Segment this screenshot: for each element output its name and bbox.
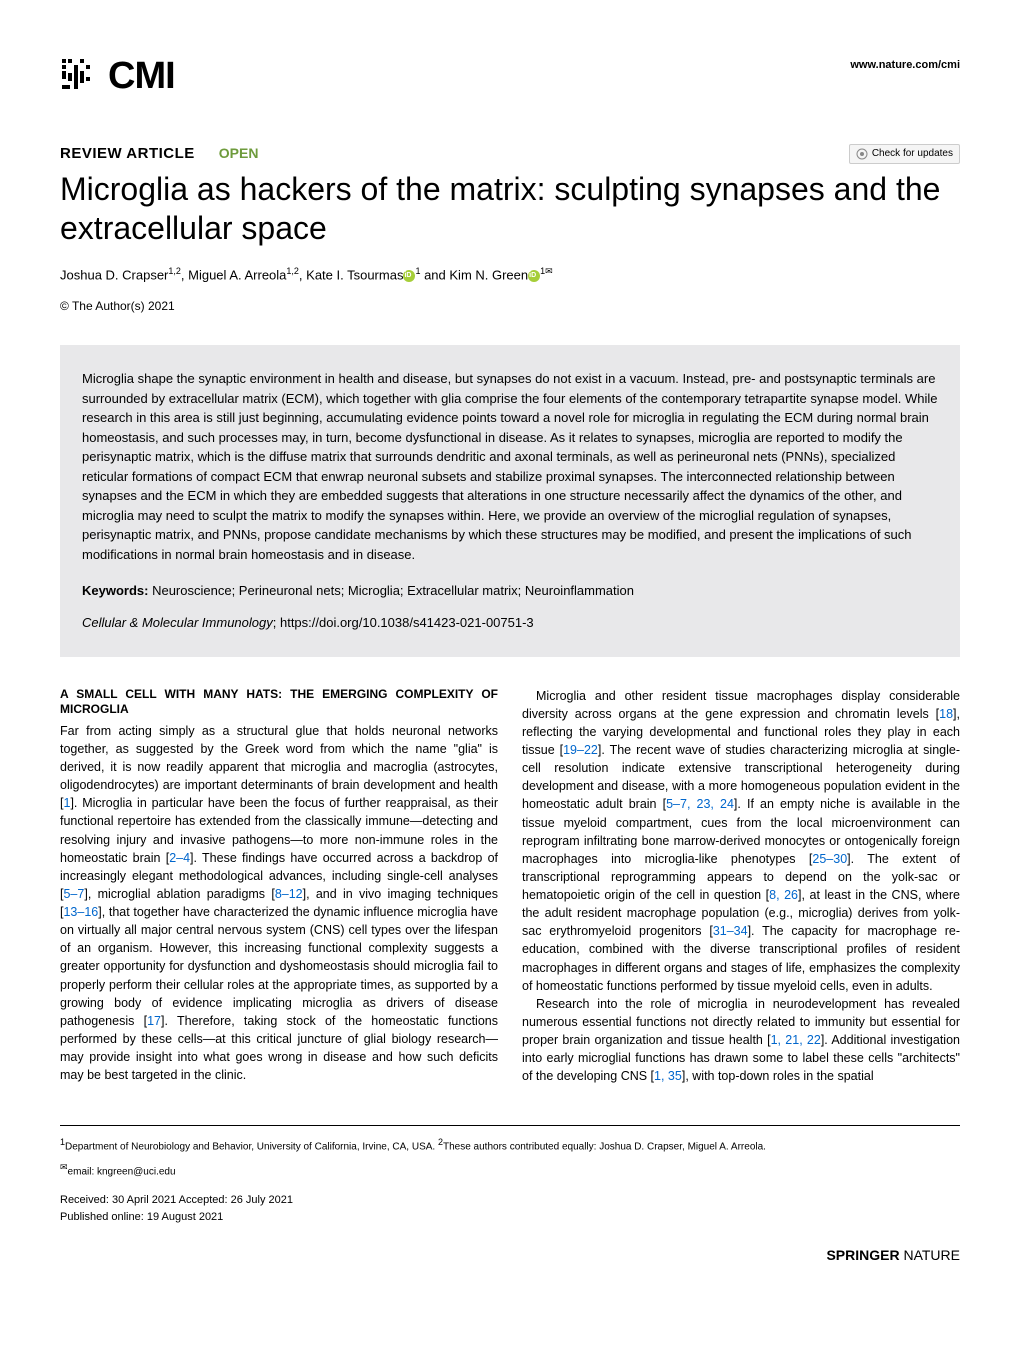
received-accepted-dates: Received: 30 April 2021 Accepted: 26 Jul… — [60, 1193, 960, 1208]
author-2: , Miguel A. Arreola — [181, 267, 287, 282]
publisher-nature: NATURE — [900, 1247, 960, 1263]
body-columns: A SMALL CELL WITH MANY HATS: THE EMERGIN… — [60, 687, 960, 1086]
orcid-icon[interactable] — [528, 270, 540, 282]
keywords-values: Neuroscience; Perineuronal nets; Microgl… — [148, 583, 634, 598]
email-line: ✉email: kngreen@uci.edu — [60, 1161, 960, 1179]
affiliations: 1Department of Neurobiology and Behavior… — [60, 1136, 960, 1154]
copyright: © The Author(s) 2021 — [60, 298, 960, 315]
logo-text: CMI — [108, 50, 175, 103]
author-2-affil: 1,2 — [286, 266, 299, 276]
authors-list: Joshua D. Crapser1,2, Miguel A. Arreola1… — [60, 265, 960, 285]
article-type-row: REVIEW ARTICLE OPEN Check for updates — [60, 143, 960, 164]
author-1-affil: 1,2 — [168, 266, 181, 276]
corresponding-icon: ✉ — [545, 266, 553, 276]
email-icon: ✉ — [60, 1162, 68, 1172]
publisher-springer: SPRINGER — [826, 1247, 899, 1263]
body-para-1: Far from acting simply as a structural g… — [60, 722, 498, 1085]
column-right: Microglia and other resident tissue macr… — [522, 687, 960, 1086]
citation: Cellular & Molecular Immunology; https:/… — [82, 614, 938, 632]
header-row: CMI www.nature.com/cmi — [60, 50, 960, 103]
email-label: email: — [68, 1166, 97, 1177]
abstract-box: Microglia shape the synaptic environment… — [60, 345, 960, 656]
keywords-label: Keywords: — [82, 583, 148, 598]
body-para-2: Microglia and other resident tissue macr… — [522, 687, 960, 995]
published-online-date: Published online: 19 August 2021 — [60, 1210, 960, 1225]
article-title: Microglia as hackers of the matrix: scul… — [60, 170, 960, 247]
body-para-3: Research into the role of microglia in n… — [522, 995, 960, 1086]
citation-journal: Cellular & Molecular Immunology — [82, 615, 273, 630]
check-updates-label: Check for updates — [872, 147, 953, 161]
publisher-logo: SPRINGER NATURE — [60, 1246, 960, 1266]
check-updates-button[interactable]: Check for updates — [849, 144, 960, 164]
author-4: and Kim N. Green — [420, 267, 528, 282]
site-url[interactable]: www.nature.com/cmi — [850, 58, 960, 73]
affil-2: These authors contributed equally: Joshu… — [443, 1142, 766, 1153]
section-heading: A SMALL CELL WITH MANY HATS: THE EMERGIN… — [60, 687, 498, 718]
footer-divider — [60, 1125, 960, 1126]
open-access-badge: OPEN — [219, 144, 259, 164]
author-1: Joshua D. Crapser — [60, 267, 168, 282]
author-3: , Kate I. Tsourmas — [299, 267, 404, 282]
crossmark-icon — [856, 148, 868, 160]
orcid-icon[interactable] — [403, 270, 415, 282]
cmi-logo-icon — [60, 57, 100, 97]
keywords-line: Keywords: Neuroscience; Perineuronal net… — [82, 582, 938, 600]
article-type: REVIEW ARTICLE — [60, 143, 195, 164]
journal-logo: CMI — [60, 50, 175, 103]
abstract-text: Microglia shape the synaptic environment… — [82, 369, 938, 564]
column-left: A SMALL CELL WITH MANY HATS: THE EMERGIN… — [60, 687, 498, 1086]
affil-1: Department of Neurobiology and Behavior,… — [65, 1142, 438, 1153]
corresponding-email[interactable]: kngreen@uci.edu — [97, 1166, 176, 1177]
citation-doi[interactable]: ; https://doi.org/10.1038/s41423-021-007… — [273, 615, 534, 630]
